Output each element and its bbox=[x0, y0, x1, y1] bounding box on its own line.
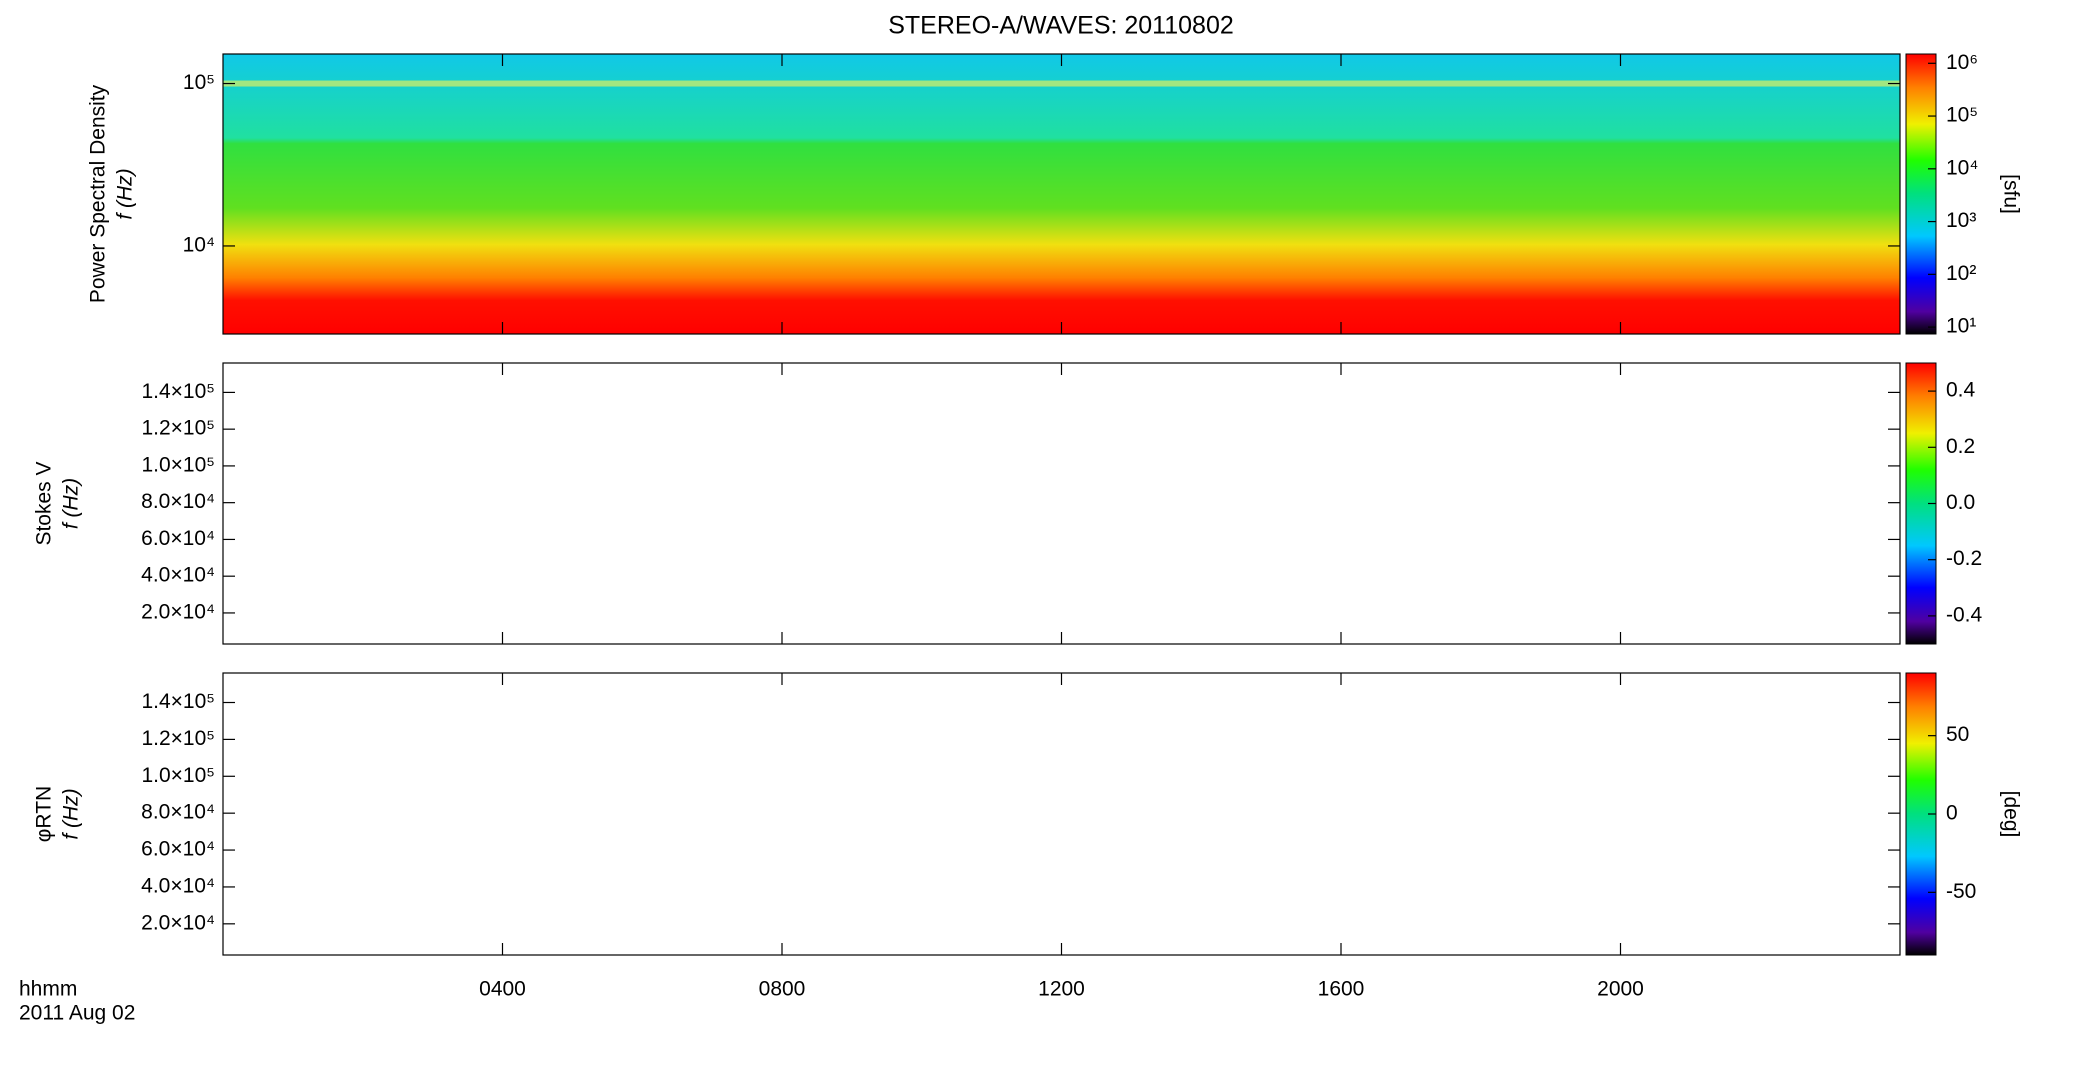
x-tick-label: 2000 bbox=[1597, 978, 1644, 1001]
y-tick-label: 8.0×10⁴ bbox=[141, 801, 215, 824]
x-axis-title: 2011 Aug 02 bbox=[19, 1002, 135, 1025]
y-tick-label: 8.0×10⁴ bbox=[141, 490, 215, 513]
y-tick-label: 2.0×10⁴ bbox=[141, 911, 215, 934]
y-axis-title: f (Hz) bbox=[60, 788, 83, 839]
colorbar-tick-label: 0 bbox=[1946, 802, 1958, 825]
x-axis-title: hhmm bbox=[19, 978, 77, 1001]
y-axis-title: f (Hz) bbox=[114, 168, 137, 219]
y-tick-label: 1.0×10⁵ bbox=[141, 764, 215, 787]
y-tick-label: 10⁵ bbox=[183, 71, 215, 94]
y-tick-label: 4.0×10⁴ bbox=[141, 564, 215, 587]
colorbar-tick-label: -0.2 bbox=[1946, 547, 1982, 570]
y-tick-label: 1.4×10⁵ bbox=[141, 380, 215, 403]
spectrogram-band bbox=[223, 80, 1900, 87]
y-axis-title: Power Spectral Density bbox=[87, 84, 110, 303]
colorbar-tick-label: 0.4 bbox=[1946, 379, 1976, 402]
y-tick-label: 6.0×10⁴ bbox=[141, 838, 215, 861]
y-tick-label: 1.4×10⁵ bbox=[141, 690, 215, 713]
x-tick-label: 0800 bbox=[759, 978, 806, 1001]
colorbar-tick-label: 10³ bbox=[1946, 209, 1976, 232]
x-tick-label: 0400 bbox=[479, 978, 526, 1001]
colorbar-tick-label: 0.0 bbox=[1946, 491, 1975, 514]
y-axis-title: f (Hz) bbox=[60, 478, 83, 529]
panel-frame bbox=[222, 672, 1901, 956]
colorbar-title: [deg] bbox=[1999, 791, 2022, 838]
y-tick-label: 1.0×10⁵ bbox=[141, 453, 215, 476]
colorbar-tick-label: 10⁶ bbox=[1946, 51, 1978, 74]
y-tick-label: 4.0×10⁴ bbox=[141, 874, 215, 897]
colorbar-tick-label: 50 bbox=[1946, 723, 1969, 746]
y-tick-label: 1.2×10⁵ bbox=[141, 417, 215, 440]
x-tick-label: 1600 bbox=[1318, 978, 1365, 1001]
spectrogram bbox=[223, 54, 1900, 334]
colorbar-tick-label: 0.2 bbox=[1946, 435, 1975, 458]
y-axis-title: φRTN bbox=[33, 786, 56, 842]
y-tick-label: 2.0×10⁴ bbox=[141, 600, 215, 623]
y-tick-label: 1.2×10⁵ bbox=[141, 727, 215, 750]
colorbar-tick-label: 10² bbox=[1946, 262, 1976, 285]
colorbar-tick-label: -50 bbox=[1946, 880, 1976, 903]
chart-title: STEREO-A/WAVES: 20110802 bbox=[888, 12, 1234, 40]
colorbar-tick-label: 10⁵ bbox=[1946, 104, 1978, 127]
colorbar-tick-label: 10¹ bbox=[1946, 315, 1976, 338]
panel-frame bbox=[222, 362, 1901, 645]
y-tick-label: 6.0×10⁴ bbox=[141, 527, 215, 550]
y-axis-title: Stokes V bbox=[33, 461, 56, 545]
colorbar-tick-label: -0.4 bbox=[1946, 603, 1983, 626]
colorbar bbox=[1905, 53, 1937, 335]
plot-layer: STEREO-A/WAVES: 20110802 10⁴ 10⁵ Power Spec… bbox=[19, 12, 2022, 1025]
y-tick-label: 10⁴ bbox=[183, 233, 215, 256]
x-tick-label: 1200 bbox=[1038, 978, 1085, 1001]
colorbar-title: [sfu] bbox=[1999, 174, 2022, 214]
colorbar-tick-label: 10⁴ bbox=[1946, 156, 1978, 179]
